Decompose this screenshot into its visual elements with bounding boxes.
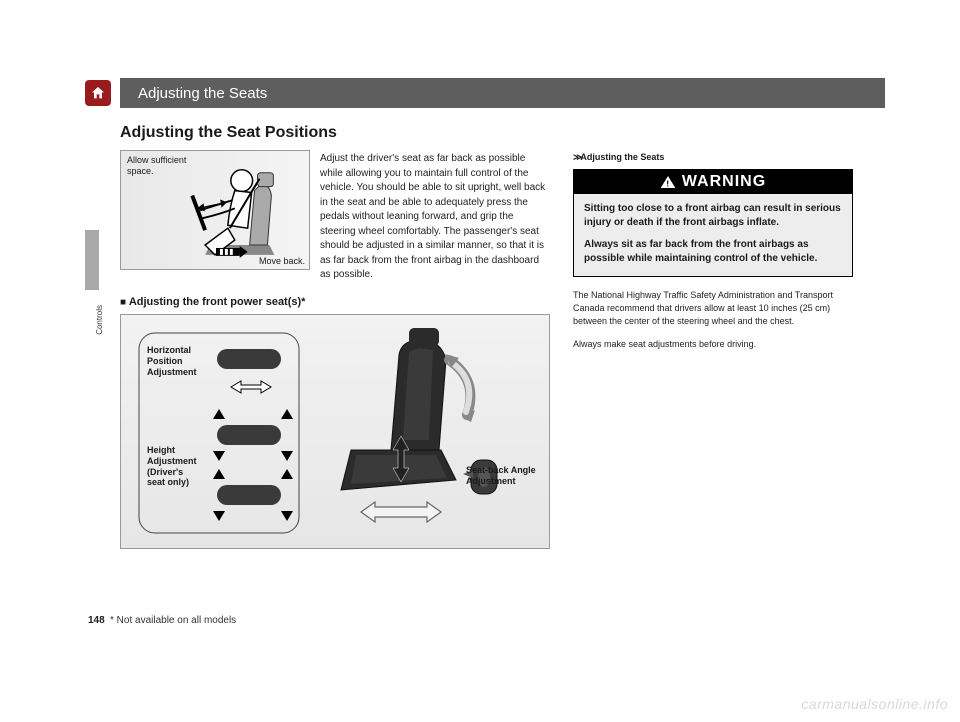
watermark: carmanualsonline.info xyxy=(801,696,948,712)
side-label: Controls xyxy=(95,305,104,335)
warning-paragraph-2: Always sit as far back from the front ai… xyxy=(584,238,842,266)
fig2-label-angle: Seat-back Angle Adjustment xyxy=(466,465,546,487)
ref-text: Adjusting the Seats xyxy=(580,152,664,162)
sub-heading-star: * xyxy=(301,296,305,308)
reference-line: ≫Adjusting the Seats xyxy=(573,152,853,163)
footnote: * Not available on all models xyxy=(110,615,236,626)
page-number: 148 xyxy=(88,615,105,626)
warning-body: Sitting too close to a front airbag can … xyxy=(574,194,852,276)
section-title: Adjusting the Seat Positions xyxy=(120,124,337,142)
chapter-title: Adjusting the Seats xyxy=(138,85,267,102)
warning-title: WARNING xyxy=(682,173,766,191)
square-bullet-icon: ■ xyxy=(120,297,129,308)
warning-header: ! WARNING xyxy=(574,170,852,194)
side-tab xyxy=(85,230,99,290)
right-note-1: The National Highway Traffic Safety Admi… xyxy=(573,289,853,328)
warning-box: ! WARNING Sitting too close to a front a… xyxy=(573,169,853,277)
sub-heading: ■ Adjusting the front power seat(s)* xyxy=(120,296,305,308)
body-paragraph: Adjust the driver's seat as far back as … xyxy=(320,152,550,283)
fig2-label-height: Height Adjustment (Driver's seat only) xyxy=(147,445,197,488)
fig1-illustration xyxy=(121,151,309,270)
figure-power-seat: Horizontal Position Adjustment Height Ad… xyxy=(120,314,550,549)
fig2-label-horizontal: Horizontal Position Adjustment xyxy=(147,345,197,377)
figure-seat-position: Allow sufficient space. Move back. xyxy=(120,150,310,270)
home-icon[interactable] xyxy=(85,80,111,106)
house-icon xyxy=(90,85,106,101)
warning-paragraph-1: Sitting too close to a front airbag can … xyxy=(584,202,842,230)
right-column: ≫Adjusting the Seats ! WARNING Sitting t… xyxy=(573,152,853,361)
warning-triangle-icon: ! xyxy=(660,175,676,189)
chapter-title-bar: Adjusting the Seats xyxy=(120,78,885,108)
sub-heading-text: Adjusting the front power seat(s) xyxy=(129,296,301,308)
svg-text:!: ! xyxy=(666,179,670,189)
right-note-2: Always make seat adjustments before driv… xyxy=(573,338,853,351)
